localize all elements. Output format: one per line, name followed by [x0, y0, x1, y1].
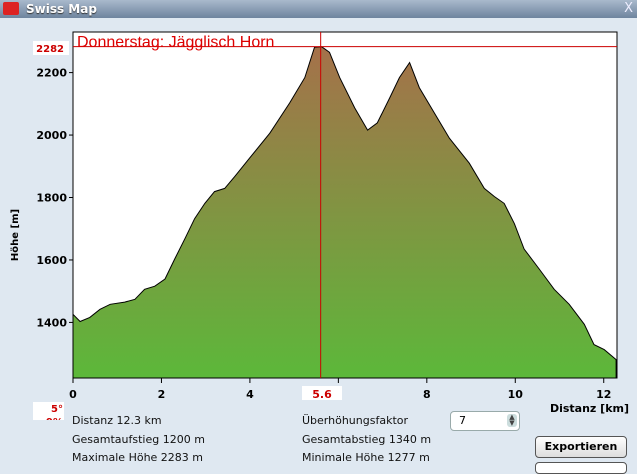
x-axis-label: Distanz [km] [550, 402, 629, 415]
max-height-stat: Maximale Höhe 2283 m [72, 451, 204, 464]
ascent-stat: Gesamtaufstieg 1200 m [72, 433, 205, 446]
min-height-stat: Minimale Höhe 1277 m [302, 451, 430, 464]
exaggeration-label: Überhöhungsfaktor [302, 414, 409, 427]
exaggeration-value: 7 [459, 414, 466, 427]
close-button[interactable]: X [624, 1, 633, 16]
x-tick-label: 10 [508, 388, 524, 401]
elevation-profile-chart[interactable]: 0 2 4 8 10 12 1400 1600 1800 2000 2200 Donnerstag:… [0, 0, 637, 420]
y-tick-label: 1800 [36, 192, 67, 205]
slope-degrees: 5° [51, 404, 63, 415]
descent-stat: Gesamtabstieg 1340 m [302, 433, 432, 446]
y-tick-label: 1400 [36, 316, 67, 329]
window-title: Swiss Map [26, 2, 97, 16]
elevation-area [72, 46, 617, 379]
cursor-height-label: 2282 [36, 44, 64, 55]
title-bar: Swiss Map X [0, 0, 637, 18]
app-logo-icon [3, 2, 19, 15]
chart-title: Donnerstag: Jägglisch Horn [77, 34, 274, 51]
secondary-button[interactable] [535, 462, 627, 474]
slope-percent: 9% [46, 417, 63, 420]
distance-stat: Distanz 12.3 km [72, 414, 162, 427]
y-axis-label: Höhe [m] [10, 209, 21, 261]
cursor-distance-label: 5.6 [312, 388, 332, 401]
exaggeration-stepper[interactable]: 7 ▲ ▼ [450, 411, 520, 431]
y-tick-label: 2200 [36, 67, 67, 80]
cursor-distance-bg [302, 386, 342, 400]
x-tick-label: 8 [423, 388, 431, 401]
y-tick-label: 1600 [36, 254, 67, 267]
x-tick-label: 4 [246, 388, 254, 401]
cursor-height-bg [33, 41, 69, 55]
x-tick-label: 2 [158, 388, 166, 401]
export-button[interactable]: Exportieren [535, 436, 627, 458]
x-tick-label: 0 [69, 388, 77, 401]
slope-bg [33, 402, 64, 420]
y-tick-label: 2000 [36, 129, 67, 142]
stepper-arrows-icon[interactable]: ▲ ▼ [507, 414, 517, 427]
x-tick-label: 12 [596, 388, 611, 401]
